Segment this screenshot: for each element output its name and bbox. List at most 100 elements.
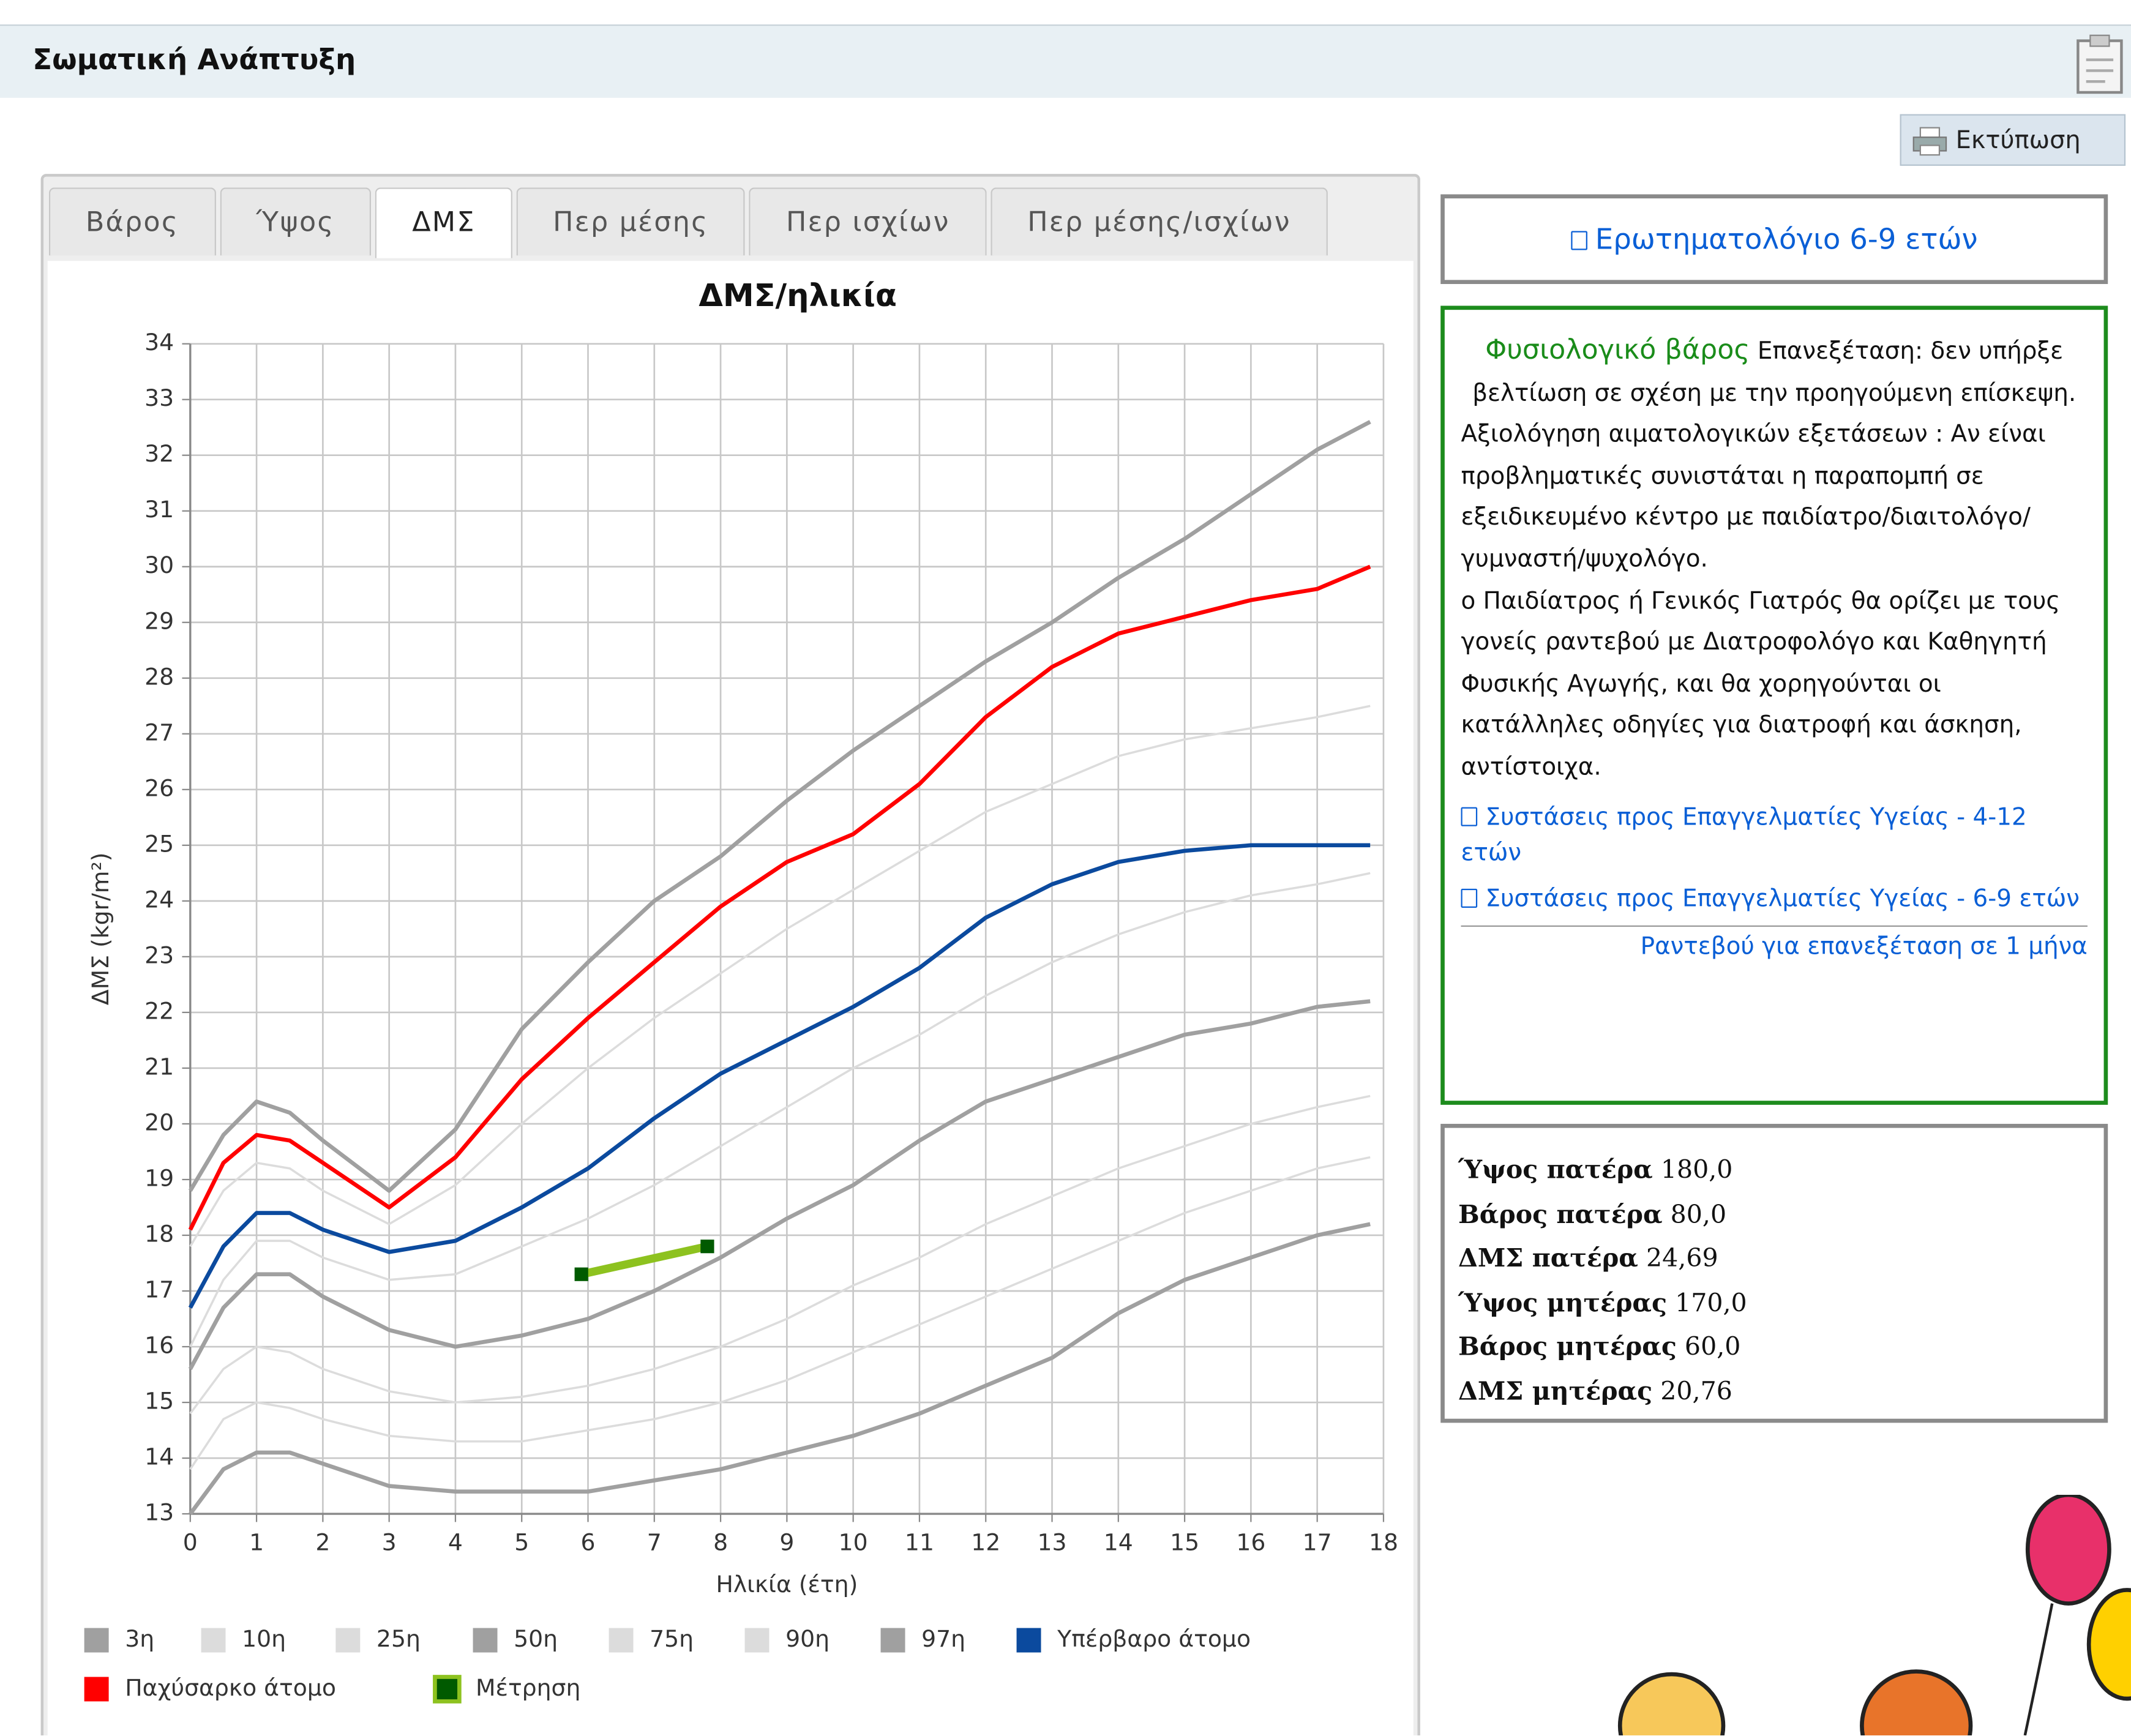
x-tick-label: 2	[315, 1528, 330, 1555]
parent-label: Βάρος μητέρας	[1458, 1333, 1677, 1362]
legend-label: 50η	[514, 1625, 558, 1652]
tab[interactable]: Περ ισχίων	[749, 187, 987, 255]
legend-swatch	[609, 1628, 634, 1653]
y-tick-label: 17	[144, 1276, 174, 1303]
x-axis-label: Ηλικία (έτη)	[716, 1571, 858, 1598]
legend-label: 97η	[921, 1625, 965, 1652]
y-tick-label: 27	[144, 719, 174, 746]
series-line	[190, 1158, 1370, 1470]
parent-row: Ύψος πατέρα 180,0	[1458, 1150, 2090, 1194]
series-line	[190, 1096, 1370, 1413]
x-tick-label: 18	[1369, 1528, 1398, 1555]
y-tick-label: 18	[144, 1220, 174, 1247]
paragraph: Αξιολόγηση αιματολογικών εξετάσεων : Αν …	[1461, 415, 2088, 582]
tab[interactable]: Ύψος	[220, 187, 372, 255]
screen: Σωματική Ανάπτυξη Εκτύπωση ΒάροςΎψοςΔΜΣΠ…	[0, 0, 2131, 1735]
header-title: Σωματική Ανάπτυξη	[32, 43, 356, 76]
print-label: Εκτύπωση	[1956, 126, 2081, 155]
y-tick-label: 30	[144, 552, 174, 578]
x-tick-label: 4	[448, 1528, 463, 1555]
x-tick-label: 13	[1038, 1528, 1067, 1555]
link[interactable]: Συστάσεις προς Επαγγελματίες Υγείας - 6-…	[1461, 885, 2080, 912]
legend-swatch	[335, 1628, 360, 1653]
marker	[575, 1268, 588, 1281]
series-line	[190, 845, 1370, 1308]
legend-label: 3η	[125, 1625, 154, 1652]
link-text: Συστάσεις προς Επαγγελματίες Υγείας - 6-…	[1485, 885, 2080, 912]
x-tick-label: 8	[713, 1528, 728, 1555]
questionnaire-box: Ερωτηματολόγιο 6-9 ετών	[1440, 194, 2108, 284]
parent-value: 170,0	[1675, 1289, 1747, 1318]
tab[interactable]: Περ μέσης	[516, 187, 745, 255]
tab[interactable]: Περ μέσης/ισχίων	[991, 187, 1327, 255]
series-line	[190, 706, 1370, 1246]
questionnaire-link[interactable]: Ερωτηματολόγιο 6-9 ετών	[1571, 223, 1978, 255]
legend-label: Παχύσαρκο άτομο	[125, 1674, 336, 1701]
y-tick-label: 14	[144, 1443, 174, 1470]
printer-icon	[1912, 126, 1948, 156]
x-tick-label: 10	[839, 1528, 868, 1555]
x-tick-label: 0	[183, 1528, 198, 1555]
parent-row: Βάρος μητέρας 60,0	[1458, 1326, 2090, 1371]
legend-swatch	[1017, 1628, 1041, 1653]
legend-swatch	[201, 1628, 226, 1653]
tab[interactable]: Βάρος	[49, 187, 215, 255]
parent-label: ΔΜΣ πατέρα	[1458, 1245, 1638, 1274]
y-tick-label: 24	[144, 886, 174, 913]
marker	[700, 1240, 714, 1253]
legend-swatch	[473, 1628, 498, 1653]
doc-icon	[1461, 888, 1478, 907]
x-tick-label: 9	[779, 1528, 794, 1555]
print-button[interactable]: Εκτύπωση	[1900, 114, 2126, 165]
x-tick-label: 3	[382, 1528, 397, 1555]
parent-value: 180,0	[1661, 1156, 1733, 1185]
x-tick-label: 6	[581, 1528, 596, 1555]
series-line	[190, 422, 1370, 1191]
x-tick-label: 17	[1303, 1528, 1332, 1555]
parent-value: 24,69	[1646, 1245, 1718, 1274]
x-tick-label: 11	[905, 1528, 934, 1555]
status-block: Φυσιολογικό βάρος Επανεξέταση: δεν υπήρξ…	[1461, 329, 2088, 414]
legend-swatch	[881, 1628, 905, 1653]
x-tick-label: 12	[971, 1528, 1000, 1555]
assessment-box: Φυσιολογικό βάρος Επανεξέταση: δεν υπήρξ…	[1440, 306, 2108, 1105]
chart: ΔΜΣ/ηλικία131415161718192021222324252627…	[48, 261, 1414, 1735]
decoration	[1590, 1495, 2131, 1735]
y-tick-label: 21	[144, 1053, 174, 1080]
y-tick-label: 19	[144, 1164, 174, 1191]
x-tick-label: 1	[249, 1528, 264, 1555]
y-tick-label: 16	[144, 1332, 174, 1359]
link-row: Συστάσεις προς Επαγγελματίες Υγείας - 4-…	[1461, 800, 2088, 870]
status: Φυσιολογικό βάρος	[1485, 333, 1750, 365]
legend-label: 25η	[376, 1625, 421, 1652]
y-tick-label: 29	[144, 607, 174, 634]
parent-label: ΔΜΣ μητέρας	[1458, 1377, 1652, 1406]
y-tick-label: 23	[144, 941, 174, 968]
series-line	[582, 1246, 708, 1274]
doc-icon	[1461, 807, 1478, 826]
clipboard-icon[interactable]	[2075, 32, 2127, 95]
paragraphs: Αξιολόγηση αιματολογικών εξετάσεων : Αν …	[1461, 415, 2088, 789]
parent-label: Ύψος μητέρας	[1458, 1289, 1667, 1318]
legend-label: 75η	[650, 1625, 694, 1652]
questionnaire-text: Ερωτηματολόγιο 6-9 ετών	[1595, 223, 1978, 255]
link-text: Συστάσεις προς Επαγγελματίες Υγείας - 4-…	[1461, 804, 2027, 866]
parent-value: 80,0	[1671, 1200, 1726, 1229]
link[interactable]: Συστάσεις προς Επαγγελματίες Υγείας - 4-…	[1461, 804, 2027, 866]
parent-row: ΔΜΣ μητέρας 20,76	[1458, 1371, 2090, 1415]
tab[interactable]: ΔΜΣ	[375, 187, 512, 258]
appointment: Ραντεβού για επανεξέταση σε 1 μήνα	[1461, 925, 2088, 968]
y-tick-label: 26	[144, 774, 174, 801]
parent-row: ΔΜΣ πατέρα 24,69	[1458, 1238, 2090, 1282]
y-tick-label: 20	[144, 1109, 174, 1136]
parent-row: Βάρος πατέρα 80,0	[1458, 1194, 2090, 1238]
chart-title: ΔΜΣ/ηλικία	[698, 278, 897, 314]
legend-label: 90η	[785, 1625, 830, 1652]
series-line	[190, 567, 1370, 1230]
y-tick-label: 15	[144, 1388, 174, 1415]
parent-label: Βάρος πατέρα	[1458, 1200, 1663, 1229]
x-tick-label: 7	[647, 1528, 662, 1555]
parent-row: Ύψος μητέρας 170,0	[1458, 1282, 2090, 1326]
y-tick-label: 34	[144, 329, 174, 356]
